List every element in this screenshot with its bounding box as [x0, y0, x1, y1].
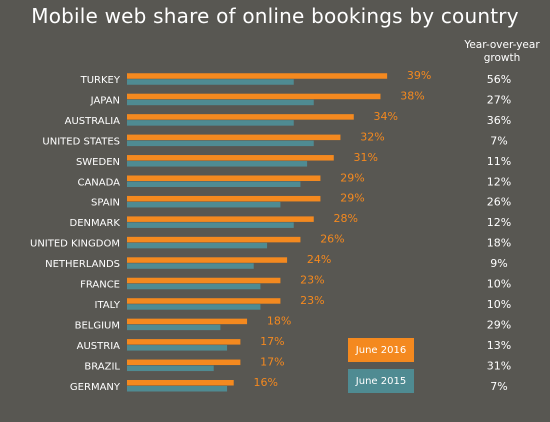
- growth-value-austria: 13%: [487, 339, 511, 352]
- growth-value-netherlands: 9%: [490, 257, 507, 270]
- category-label-belgium: BELGIUM: [75, 320, 120, 331]
- category-label-australia: AUSTRALIA: [65, 116, 121, 127]
- category-labels: TURKEY JAPAN AUSTRALIA UNITED STATES SWEDEN C…: [30, 75, 121, 393]
- value-label-netherlands: 24%: [307, 253, 331, 266]
- value-label-italy: 23%: [300, 294, 324, 307]
- value-label-united-kingdom: 26%: [320, 233, 344, 246]
- category-label-japan: JAPAN: [90, 95, 120, 106]
- bar-2015-canada: [127, 181, 301, 187]
- category-label-turkey: TURKEY: [80, 75, 121, 86]
- value-label-united-states: 32%: [360, 130, 384, 143]
- value-label-spain: 29%: [340, 192, 364, 205]
- category-label-denmark: DENMARK: [70, 218, 121, 229]
- growth-column-header: Year-over-year growth: [464, 39, 540, 64]
- growth-value-france: 10%: [487, 278, 511, 291]
- bar-2016-belgium: [127, 318, 248, 325]
- value-label-belgium: 18%: [267, 314, 291, 327]
- growth-value-spain: 26%: [487, 196, 511, 209]
- value-labels: 39% 38%34% 32% 31% 29% 29% 28% 26% 24% 23% 23% 18% 1…: [253, 69, 431, 389]
- growth-value-belgium: 29%: [487, 318, 511, 331]
- value-label-denmark: 28%: [334, 212, 358, 225]
- bar-2015-spain: [127, 201, 281, 208]
- value-label-austria: 17%: [260, 335, 284, 348]
- bar-2016-turkey: [127, 73, 388, 79]
- value-label-sweden: 31%: [354, 151, 378, 164]
- bar-2015-brazil: [127, 365, 214, 372]
- growth-values: 56% 27% 36% 7% 11% 12% 26% 12% 18% 9% 10% 10% 29% 13%…: [487, 73, 511, 393]
- category-label-netherlands: NETHERLANDS: [45, 259, 120, 270]
- bar-2015-united-states: [127, 140, 314, 147]
- value-label-germany: 16%: [253, 376, 277, 389]
- growth-value-brazil: 31%: [487, 359, 511, 372]
- bar-2016-united-states: [127, 134, 341, 141]
- bar-2015-united-kingdom: [127, 242, 268, 249]
- bar-2015-denmark: [127, 222, 294, 228]
- bar-2016-australia: [127, 114, 354, 120]
- legend-label-june-2015: June 2015: [355, 375, 407, 387]
- bar-2016-sweden: [127, 155, 334, 161]
- value-label-turkey: 39%: [407, 69, 431, 82]
- bar-2016-germany: [127, 380, 234, 386]
- chart-title: Mobile web share of online bookings by c…: [31, 4, 519, 28]
- bar-2015-netherlands: [127, 263, 254, 269]
- bars: [127, 73, 388, 392]
- legend-label-june-2016: June 2016: [355, 344, 407, 356]
- value-label-australia: 34%: [374, 110, 398, 123]
- growth-value-united-kingdom: 18%: [487, 237, 511, 250]
- category-label-united-kingdom: UNITED KINGDOM: [30, 239, 120, 250]
- growth-value-united-states: 7%: [490, 134, 507, 147]
- bar-2015-austria: [127, 345, 228, 351]
- category-label-canada: CANADA: [77, 177, 120, 188]
- bar-2016-netherlands: [127, 257, 288, 263]
- bar-2016-brazil: [127, 359, 241, 366]
- growth-value-australia: 36%: [487, 114, 511, 127]
- bar-2016-italy: [127, 298, 281, 304]
- legend-june-2016: June 2016: [348, 338, 414, 362]
- growth-value-denmark: 12%: [487, 216, 511, 229]
- bar-2016-canada: [127, 175, 321, 181]
- category-label-united-states: UNITED STATES: [42, 136, 120, 147]
- bar-2015-japan: [127, 99, 314, 106]
- bar-2015-australia: [127, 120, 294, 126]
- bar-2015-germany: [127, 386, 228, 392]
- value-label-canada: 29%: [340, 171, 364, 184]
- category-label-germany: GERMANY: [70, 382, 121, 393]
- category-label-spain: SPAIN: [91, 198, 120, 209]
- value-label-japan: 38%: [400, 89, 424, 102]
- bar-2015-italy: [127, 304, 261, 310]
- bar-2016-japan: [127, 93, 381, 100]
- bar-2015-belgium: [127, 324, 221, 331]
- growth-value-germany: 7%: [490, 380, 507, 393]
- legend-june-2015: June 2015: [348, 369, 414, 393]
- category-label-france: FRANCE: [80, 280, 120, 291]
- growth-value-sweden: 11%: [487, 155, 511, 168]
- bar-2015-france: [127, 283, 261, 290]
- bar-2016-spain: [127, 195, 321, 202]
- category-label-sweden: SWEDEN: [76, 157, 120, 168]
- bar-2016-denmark: [127, 216, 314, 222]
- category-label-austria: AUSTRIA: [77, 341, 121, 352]
- value-label-brazil: 17%: [260, 355, 284, 368]
- growth-value-italy: 10%: [487, 298, 511, 311]
- category-label-brazil: BRAZIL: [84, 361, 120, 372]
- growth-value-canada: 12%: [487, 175, 511, 188]
- bar-2015-turkey: [127, 79, 294, 85]
- growth-value-turkey: 56%: [487, 73, 511, 86]
- growth-value-japan: 27%: [487, 93, 511, 106]
- category-label-italy: ITALY: [95, 300, 121, 311]
- bar-2016-united-kingdom: [127, 236, 301, 243]
- bar-2016-france: [127, 277, 281, 284]
- bar-2015-sweden: [127, 161, 308, 167]
- bar-2016-austria: [127, 339, 241, 345]
- value-label-france: 23%: [300, 274, 324, 287]
